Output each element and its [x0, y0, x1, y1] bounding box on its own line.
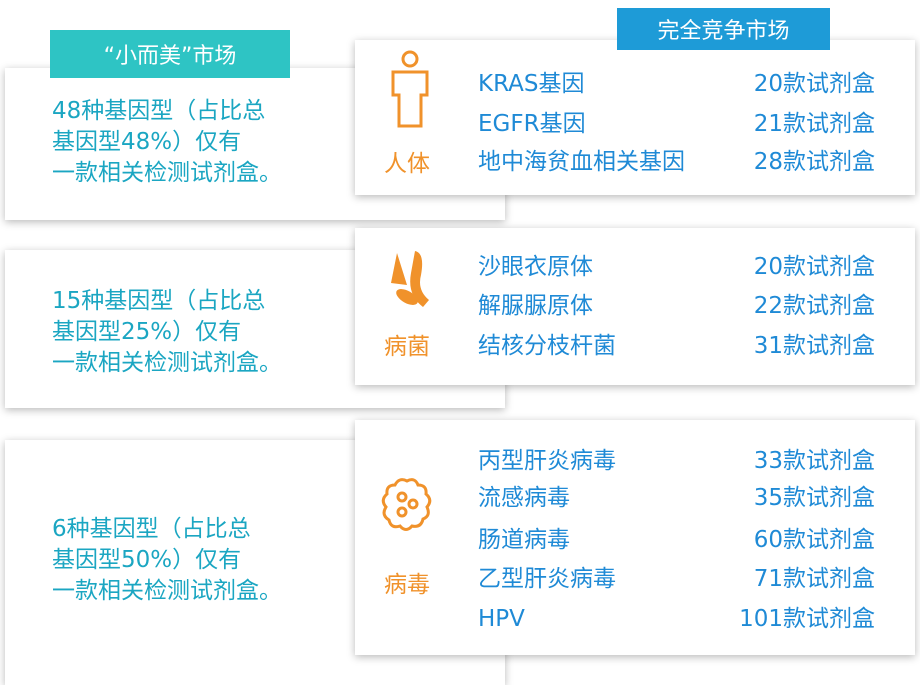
item-name: 结核分枝杆菌	[478, 333, 616, 359]
item-name: KRAS基因	[478, 71, 585, 97]
item-name: 丙型肝炎病毒	[478, 448, 616, 474]
description-line: 6种基因型（占比总	[52, 516, 251, 542]
item-count: 21款试剂盒	[753, 111, 875, 137]
description-line: 一款相关检测试剂盒。	[52, 160, 282, 186]
category-label: 病菌	[384, 334, 430, 360]
item-count: 101款试剂盒	[739, 606, 875, 632]
item-count: 22款试剂盒	[753, 293, 875, 319]
item-count: 20款试剂盒	[753, 254, 875, 280]
description-line: 一款相关检测试剂盒。	[52, 578, 282, 604]
right-card	[355, 228, 915, 385]
description-line: 基因型50%）仅有	[52, 547, 242, 573]
competitive-market-tag: 完全竞争市场	[617, 8, 830, 50]
item-count: 31款试剂盒	[753, 333, 875, 359]
right-card	[355, 420, 915, 655]
virus-icon	[381, 478, 432, 531]
description-line: 基因型25%）仅有	[52, 319, 242, 345]
item-count: 60款试剂盒	[753, 527, 875, 553]
item-name: EGFR基因	[478, 111, 586, 137]
small-market-tag: “小而美”市场	[50, 30, 290, 78]
item-name: 沙眼衣原体	[478, 254, 593, 280]
item-name: 解脲脲原体	[478, 293, 593, 319]
right-card	[355, 40, 915, 195]
description-line: 基因型48%）仅有	[52, 129, 242, 155]
item-count: 33款试剂盒	[753, 448, 875, 474]
description-line: 一款相关检测试剂盒。	[52, 350, 282, 376]
human-icon	[391, 50, 429, 128]
item-count: 35款试剂盒	[753, 485, 875, 511]
item-name: 肠道病毒	[478, 527, 570, 553]
bacteria-icon	[391, 251, 429, 307]
item-name: HPV	[478, 606, 525, 632]
item-count: 28款试剂盒	[753, 149, 875, 175]
item-count: 20款试剂盒	[753, 71, 875, 97]
item-name: 流感病毒	[478, 485, 570, 511]
description-line: 15种基因型（占比总	[52, 288, 266, 314]
description-line: 48种基因型（占比总	[52, 98, 266, 124]
item-name: 地中海贫血相关基因	[478, 149, 685, 175]
item-name: 乙型肝炎病毒	[478, 566, 616, 592]
category-label: 病毒	[384, 572, 430, 598]
item-count: 71款试剂盒	[753, 566, 875, 592]
category-label: 人体	[384, 151, 430, 177]
